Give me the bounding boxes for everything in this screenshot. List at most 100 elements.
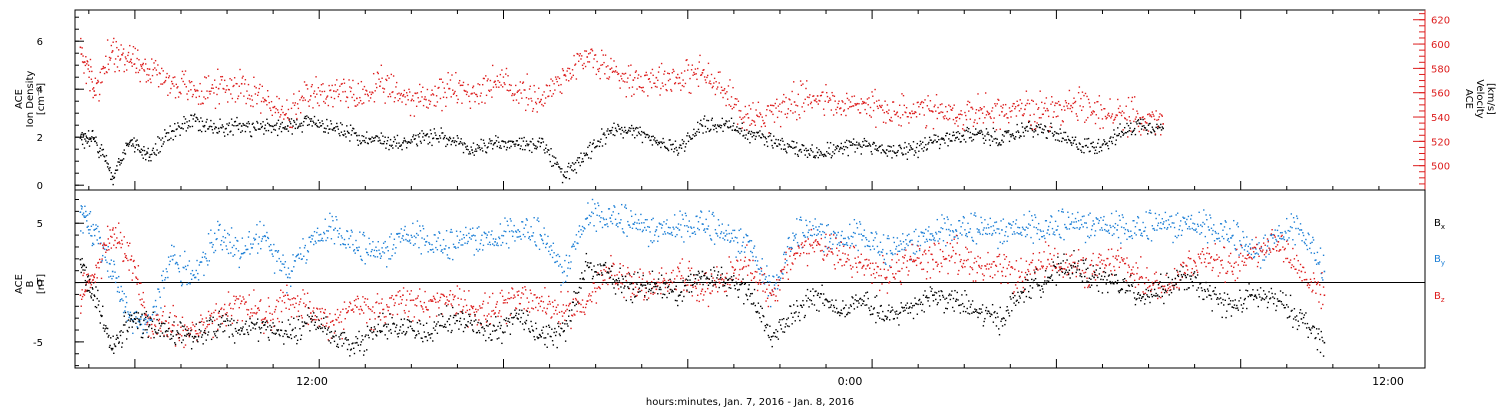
data-point — [487, 146, 489, 148]
data-point — [133, 63, 136, 65]
data-point — [938, 238, 941, 240]
data-point — [821, 223, 823, 226]
data-point — [712, 211, 714, 214]
data-point — [93, 276, 96, 279]
data-point — [471, 235, 473, 237]
data-point — [337, 236, 340, 238]
data-point — [200, 261, 202, 263]
data-point — [551, 155, 554, 157]
data-point — [260, 123, 262, 125]
data-point — [1016, 232, 1018, 234]
data-point — [916, 244, 919, 247]
data-point — [573, 163, 575, 165]
data-point — [658, 142, 661, 145]
data-point — [703, 76, 706, 78]
data-point — [738, 109, 740, 112]
data-point — [929, 233, 932, 235]
data-point — [720, 124, 723, 127]
data-point — [313, 90, 316, 92]
data-point — [1044, 125, 1046, 127]
data-point — [579, 53, 581, 55]
data-point — [451, 140, 453, 143]
data-point — [912, 252, 915, 254]
data-point — [1159, 227, 1161, 230]
data-point — [511, 92, 514, 95]
data-point — [179, 91, 181, 94]
data-point — [971, 106, 973, 109]
data-point — [1061, 210, 1063, 213]
data-point — [902, 153, 905, 156]
data-point — [1213, 224, 1215, 226]
data-point — [591, 143, 594, 145]
data-point — [834, 232, 836, 234]
data-point — [201, 256, 204, 259]
data-point — [829, 241, 831, 243]
data-point — [784, 262, 786, 264]
data-point — [799, 117, 801, 119]
data-point — [438, 135, 441, 137]
data-point — [1158, 116, 1160, 118]
data-point — [514, 240, 516, 242]
data-point — [422, 86, 424, 89]
data-point — [1040, 123, 1042, 125]
data-point — [680, 224, 682, 226]
data-point — [346, 96, 349, 99]
data-point — [140, 318, 142, 320]
data-point — [153, 305, 155, 308]
data-point — [534, 147, 536, 150]
data-point — [627, 77, 629, 79]
data-point — [455, 140, 458, 143]
data-point — [877, 251, 879, 254]
data-point — [554, 89, 556, 91]
data-point — [1241, 246, 1243, 249]
data-point — [86, 220, 88, 222]
data-point — [1044, 220, 1047, 222]
data-point — [1046, 107, 1048, 110]
data-point — [567, 166, 569, 168]
data-point — [177, 324, 179, 326]
data-point — [345, 247, 347, 249]
data-point — [424, 96, 426, 98]
data-point — [227, 88, 230, 91]
data-point — [289, 126, 291, 129]
data-point — [424, 244, 426, 246]
data-point — [785, 150, 787, 152]
data-point — [1178, 228, 1180, 231]
data-point — [1157, 125, 1160, 127]
data-point — [1027, 120, 1030, 122]
data-point — [150, 160, 152, 162]
data-point — [82, 274, 84, 277]
data-point — [628, 224, 631, 226]
data-point — [538, 87, 540, 89]
data-point — [746, 235, 749, 237]
data-point — [663, 231, 666, 233]
data-point — [958, 220, 961, 222]
data-point — [634, 71, 637, 73]
data-point — [173, 130, 175, 132]
data-point — [890, 252, 892, 255]
data-point — [1037, 228, 1039, 231]
data-point — [905, 239, 907, 241]
data-point — [419, 100, 422, 103]
data-point — [1123, 126, 1126, 129]
data-point — [167, 256, 170, 258]
data-point — [1037, 222, 1040, 225]
data-point — [1053, 231, 1055, 233]
data-point — [808, 229, 810, 231]
data-point — [936, 117, 939, 120]
data-point — [196, 89, 198, 91]
data-point — [1317, 262, 1319, 264]
data-point — [423, 238, 426, 240]
data-point — [412, 134, 415, 136]
data-point — [299, 99, 301, 101]
data-point — [762, 119, 764, 122]
data-point — [321, 90, 323, 93]
data-point — [292, 125, 294, 127]
data-point — [313, 243, 315, 246]
data-point — [753, 120, 755, 122]
data-point — [604, 224, 606, 226]
data-point — [336, 122, 338, 125]
data-point — [1106, 224, 1108, 226]
data-point — [783, 93, 785, 96]
data-point — [871, 232, 873, 234]
